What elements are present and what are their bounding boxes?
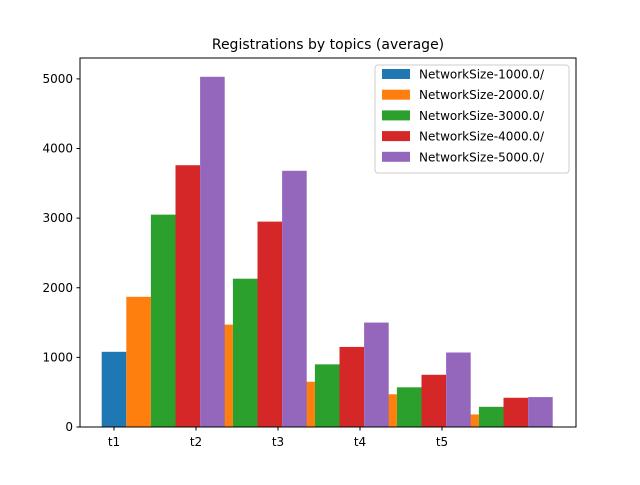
- bar-3-t4: [396, 387, 422, 427]
- bar-3-t1: [150, 214, 176, 427]
- chart-title: Registrations by topics (average): [212, 37, 444, 53]
- x-tick-label-t5: t5: [436, 435, 448, 449]
- y-tick-label: 5000: [42, 72, 73, 86]
- y-tick-label: 2000: [42, 281, 73, 295]
- bar-5-t1: [200, 76, 225, 428]
- bar-5-t2: [282, 170, 307, 427]
- bars-group: [101, 76, 553, 428]
- bar-3-t2: [232, 278, 258, 427]
- legend-label-2: NetworkSize-2000.0/: [419, 88, 545, 102]
- bar-5-t4: [446, 352, 471, 427]
- legend-label-5: NetworkSize-5000.0/: [419, 150, 545, 164]
- legend-label-4: NetworkSize-4000.0/: [419, 130, 545, 144]
- bar-4-t1: [175, 165, 201, 427]
- legend-swatch-2: [382, 89, 410, 100]
- y-tick-label: 1000: [42, 350, 73, 364]
- y-tick-label: 3000: [42, 211, 73, 225]
- y-tick-label: 0: [65, 420, 73, 434]
- legend-swatch-5: [382, 151, 410, 162]
- bar-5-t3: [364, 322, 389, 427]
- bar-5-t5: [528, 397, 553, 427]
- x-tick-label-t1: t1: [108, 435, 120, 449]
- bar-4-t4: [421, 374, 447, 427]
- legend-swatch-1: [382, 69, 410, 79]
- x-tick-label-t2: t2: [190, 435, 202, 449]
- legend-frame: [374, 64, 570, 174]
- bar-3-t5: [478, 406, 504, 427]
- legend-label-3: NetworkSize-3000.0/: [419, 109, 545, 123]
- x-tick-label-t3: t3: [272, 435, 284, 449]
- x-tick-label-t4: t4: [354, 435, 366, 449]
- bar-1-t1: [101, 351, 127, 427]
- legend: NetworkSize-1000.0/NetworkSize-2000.0/Ne…: [374, 64, 570, 174]
- y-tick-label: 4000: [42, 142, 73, 156]
- bar-3-t3: [314, 364, 340, 427]
- bar-4-t3: [339, 346, 365, 427]
- axes-group: 0 1000 2000 3000 4000 5000 t1 t2 t3 t4 t5: [42, 57, 577, 449]
- bar-2-t1: [126, 296, 151, 427]
- legend-swatch-4: [382, 131, 410, 142]
- bar-4-t2: [257, 221, 283, 427]
- legend-label-1: NetworkSize-1000.0/: [419, 68, 545, 82]
- legend-swatch-3: [382, 110, 410, 121]
- bar-4-t5: [503, 397, 529, 427]
- plot-frame: [79, 57, 577, 428]
